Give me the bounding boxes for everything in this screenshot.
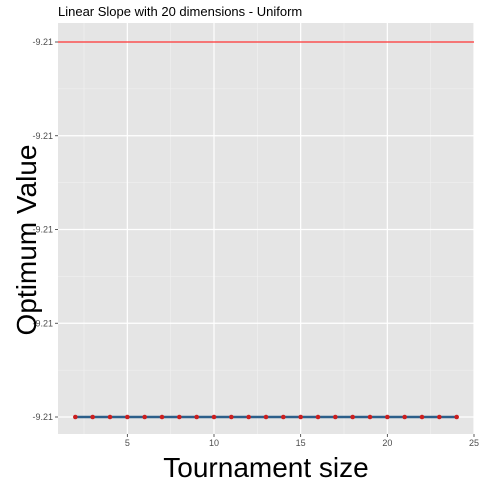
x-tick-label: 10 (209, 438, 219, 448)
y-tick-label: -9.21 (32, 412, 53, 422)
data-point (142, 414, 147, 420)
series-group (73, 414, 459, 420)
data-point (211, 414, 217, 420)
data-point (229, 414, 234, 420)
data-point (194, 414, 199, 420)
data-point (333, 414, 338, 420)
x-tick-label: 20 (382, 438, 392, 448)
plot-panel (58, 23, 474, 434)
x-tick-label: 15 (296, 438, 306, 448)
data-point (454, 414, 459, 420)
data-point (367, 414, 373, 420)
y-tick-label: -9.21 (32, 318, 53, 328)
y-axis-title: Optimum Value (11, 145, 42, 336)
y-tick-label: -9.21 (32, 225, 53, 235)
data-point (177, 414, 182, 420)
data-point (315, 414, 321, 420)
chart-title: Linear Slope with 20 dimensions - Unifor… (58, 4, 302, 19)
data-point (281, 414, 286, 420)
data-point (350, 414, 355, 420)
y-axis: -9.21 -9.21 -9.21 -9.21 -9.21 (32, 37, 58, 422)
x-tick-label: 25 (469, 438, 479, 448)
data-point (107, 414, 113, 420)
x-axis: 5 10 15 20 25 (125, 434, 479, 448)
data-point (263, 414, 269, 420)
y-tick-label: -9.21 (32, 131, 53, 141)
x-axis-title: Tournament size (163, 452, 368, 480)
x-tick-label: 5 (125, 438, 130, 448)
data-point (90, 414, 95, 420)
data-point (125, 414, 130, 420)
y-tick-label: -9.21 (32, 37, 53, 47)
data-point (419, 414, 425, 420)
data-point (159, 414, 165, 420)
data-point (385, 414, 390, 420)
data-point (437, 414, 442, 420)
data-point (246, 414, 251, 420)
data-point (298, 414, 303, 420)
data-point (73, 414, 78, 420)
data-point (402, 414, 407, 420)
